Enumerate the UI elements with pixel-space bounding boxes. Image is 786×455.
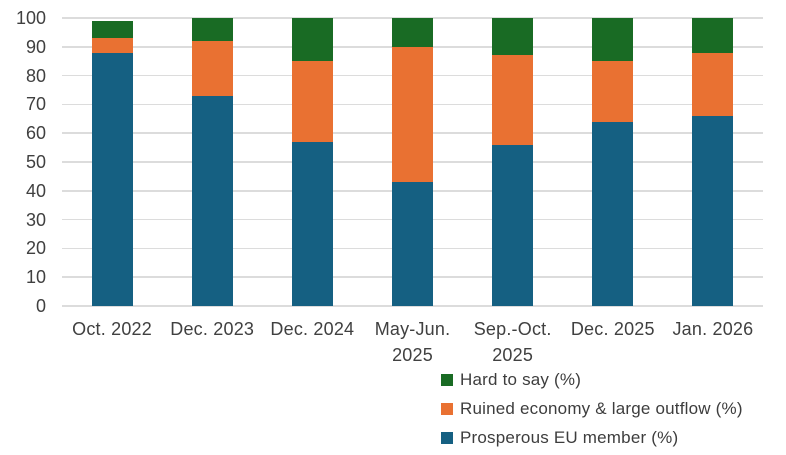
legend-marker bbox=[441, 403, 453, 415]
y-tick-label: 70 bbox=[25, 94, 46, 115]
bar-segment-prosperous-eu-member bbox=[91, 52, 133, 306]
gridline bbox=[62, 17, 763, 19]
bar-segment-prosperous-eu-member bbox=[291, 141, 333, 306]
bar-segment-hard-to-say bbox=[191, 18, 233, 42]
bar-segment-prosperous-eu-member bbox=[191, 95, 233, 306]
legend-label: Hard to say (%) bbox=[460, 370, 582, 389]
bar-segment-ruined-economy-large-outflow bbox=[392, 46, 433, 183]
bar-segment-hard-to-say bbox=[392, 18, 433, 47]
bar-segment-prosperous-eu-member bbox=[692, 115, 734, 306]
y-tick-label: 20 bbox=[25, 238, 46, 259]
y-tick-label: 100 bbox=[15, 8, 46, 28]
bar-segment-ruined-economy-large-outflow bbox=[492, 55, 534, 145]
bar-segment-hard-to-say bbox=[692, 18, 734, 53]
legend: Hard to say (%) Ruined economy & large ou… bbox=[441, 369, 743, 449]
bar-segment-ruined-economy-large-outflow bbox=[291, 61, 333, 142]
y-tick-label: 10 bbox=[25, 267, 46, 288]
bar-segment-ruined-economy-large-outflow bbox=[91, 38, 133, 53]
bars bbox=[62, 18, 763, 306]
bar-segment-ruined-economy-large-outflow bbox=[592, 61, 634, 122]
x-tick-label: Dec. 2025 bbox=[570, 319, 655, 339]
bar-segment-prosperous-eu-member bbox=[592, 121, 634, 306]
bar-segment-prosperous-eu-member bbox=[392, 182, 433, 306]
legend-marker bbox=[441, 374, 453, 386]
x-tick-label: Dec. 2023 bbox=[170, 319, 255, 339]
y-tick-label: 0 bbox=[35, 296, 46, 316]
y-tick-label: 50 bbox=[25, 152, 46, 172]
legend-label: Prosperous EU member (%) bbox=[460, 428, 679, 447]
bar-segment-hard-to-say bbox=[91, 20, 133, 39]
bar-segment-hard-to-say bbox=[592, 18, 634, 62]
legend-marker bbox=[441, 432, 453, 444]
x-tick-label: Sep.-Oct. 2025 bbox=[473, 319, 552, 365]
y-tick-label: 30 bbox=[25, 209, 46, 230]
y-tick-label: 80 bbox=[25, 65, 46, 86]
bar-segment-hard-to-say bbox=[492, 18, 534, 56]
legend-item: Prosperous EU member (%) bbox=[441, 427, 743, 449]
bar-segment-hard-to-say bbox=[291, 18, 333, 62]
gridline bbox=[62, 305, 763, 307]
y-tick-label: 60 bbox=[25, 123, 46, 144]
legend-item: Hard to say (%) bbox=[441, 369, 743, 391]
y-tick-label: 90 bbox=[25, 36, 46, 57]
y-tick-label: 40 bbox=[25, 180, 46, 201]
bar-segment-ruined-economy-large-outflow bbox=[692, 52, 734, 116]
x-tick-label: Dec. 2024 bbox=[270, 319, 355, 339]
x-tick-label: Jan. 2026 bbox=[672, 319, 754, 339]
legend-label: Ruined economy & large outflow (%) bbox=[460, 399, 743, 418]
x-tick-label: May-Jun. 2025 bbox=[374, 319, 451, 365]
x-tick-label: Oct. 2022 bbox=[72, 319, 152, 339]
bar-segment-prosperous-eu-member bbox=[492, 144, 534, 306]
plot-area bbox=[62, 17, 763, 307]
legend-item: Ruined economy & large outflow (%) bbox=[441, 398, 743, 420]
bar-segment-ruined-economy-large-outflow bbox=[191, 41, 233, 96]
